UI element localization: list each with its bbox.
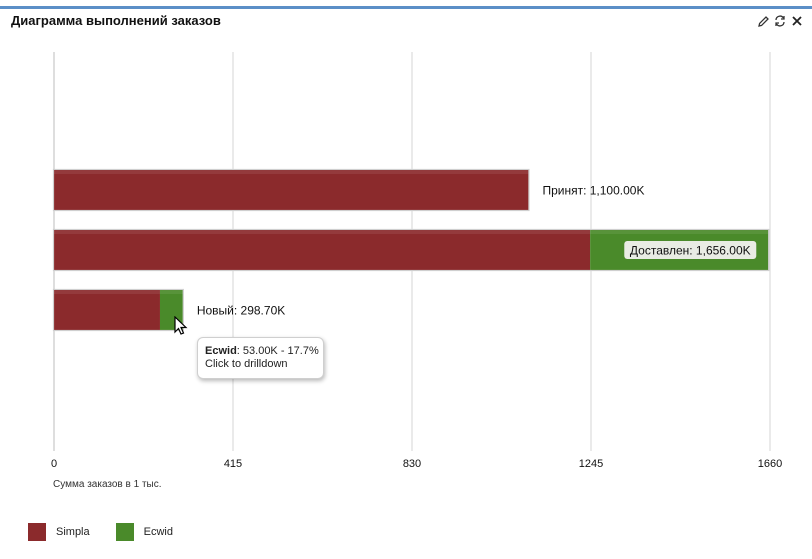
bar-highlight xyxy=(54,171,529,174)
bar-chart: 0 415 830 1245 1660 Сумма заказов в 1 тыс. При… xyxy=(51,52,782,490)
x-tick-label: 830 xyxy=(403,458,421,470)
x-tick-label: 1660 xyxy=(758,458,782,470)
legend-item-ecwid[interactable]: Ecwid xyxy=(115,523,173,541)
pencil-icon[interactable] xyxy=(756,13,770,29)
header-accent-line xyxy=(0,6,812,9)
bar-simpla[interactable] xyxy=(54,290,160,330)
bar-outline xyxy=(52,168,530,212)
value-label: Новый: 298.70K xyxy=(197,304,285,318)
legend-swatch-ecwid xyxy=(115,523,134,541)
x-tick-label: 415 xyxy=(224,458,242,470)
bar-highlight xyxy=(159,291,183,294)
bar-outline xyxy=(52,288,184,332)
close-icon[interactable] xyxy=(790,13,804,29)
bar-simpla[interactable] xyxy=(54,170,529,210)
tooltip-series: Ecwid xyxy=(205,345,237,357)
mouse-cursor-icon xyxy=(174,315,188,341)
refresh-icon[interactable] xyxy=(773,13,787,29)
legend-label: Simpla xyxy=(56,526,90,538)
bar-highlight xyxy=(590,231,769,234)
legend-item-simpla[interactable]: Simpla xyxy=(28,523,90,541)
widget-title: Диаграмма выполнений заказов xyxy=(11,13,221,28)
legend-swatch-simpla xyxy=(28,523,46,541)
x-tick-label: 0 xyxy=(51,458,57,470)
legend-label: Ecwid xyxy=(143,526,173,538)
value-label: Принят: 1,100.00K xyxy=(542,184,644,198)
widget-toolbar xyxy=(756,13,804,29)
value-label-background xyxy=(624,241,757,259)
bar-outline xyxy=(52,228,770,272)
chart-tooltip: Ecwid: 53.00K - 17.7% Click to drilldown xyxy=(197,337,324,379)
value-label: Доставлен: 1,656.00K xyxy=(630,244,751,258)
x-axis-title: Сумма заказов в 1 тыс. xyxy=(53,479,162,490)
tooltip-hint: Click to drilldown xyxy=(205,358,288,370)
bar-simpla[interactable] xyxy=(54,230,591,270)
x-tick-label: 1245 xyxy=(579,458,603,470)
bar-highlight xyxy=(54,231,591,234)
bar-highlight xyxy=(54,291,160,294)
tooltip-value: : 53.00K - 17.7% xyxy=(236,345,319,357)
chart-legend: Simpla Ecwid xyxy=(28,523,199,541)
